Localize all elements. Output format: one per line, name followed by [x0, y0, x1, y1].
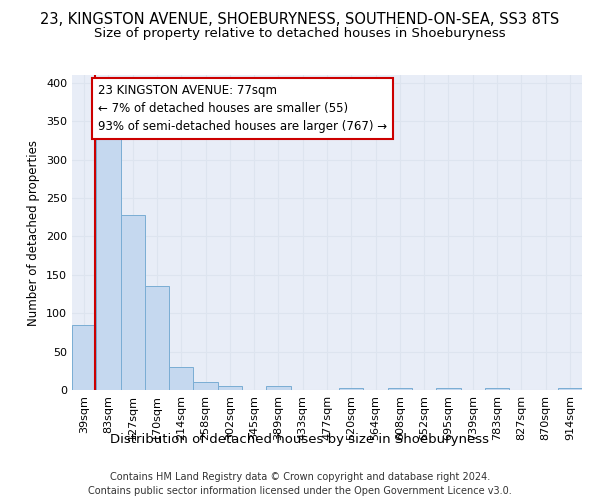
Bar: [121, 215, 145, 390]
Bar: [96, 132, 121, 390]
Bar: [145, 286, 169, 390]
Bar: [339, 388, 364, 390]
Bar: [436, 388, 461, 390]
Bar: [266, 386, 290, 390]
Y-axis label: Number of detached properties: Number of detached properties: [28, 140, 40, 326]
Text: 23 KINGSTON AVENUE: 77sqm
← 7% of detached houses are smaller (55)
93% of semi-d: 23 KINGSTON AVENUE: 77sqm ← 7% of detach…: [98, 84, 388, 133]
Bar: [485, 388, 509, 390]
Bar: [388, 388, 412, 390]
Bar: [218, 386, 242, 390]
Bar: [72, 324, 96, 390]
Text: Contains HM Land Registry data © Crown copyright and database right 2024.: Contains HM Land Registry data © Crown c…: [110, 472, 490, 482]
Text: Contains public sector information licensed under the Open Government Licence v3: Contains public sector information licen…: [88, 486, 512, 496]
Bar: [193, 382, 218, 390]
Bar: [169, 367, 193, 390]
Text: Distribution of detached houses by size in Shoeburyness: Distribution of detached houses by size …: [110, 432, 490, 446]
Text: 23, KINGSTON AVENUE, SHOEBURYNESS, SOUTHEND-ON-SEA, SS3 8TS: 23, KINGSTON AVENUE, SHOEBURYNESS, SOUTH…: [40, 12, 560, 28]
Bar: [558, 388, 582, 390]
Text: Size of property relative to detached houses in Shoeburyness: Size of property relative to detached ho…: [94, 28, 506, 40]
